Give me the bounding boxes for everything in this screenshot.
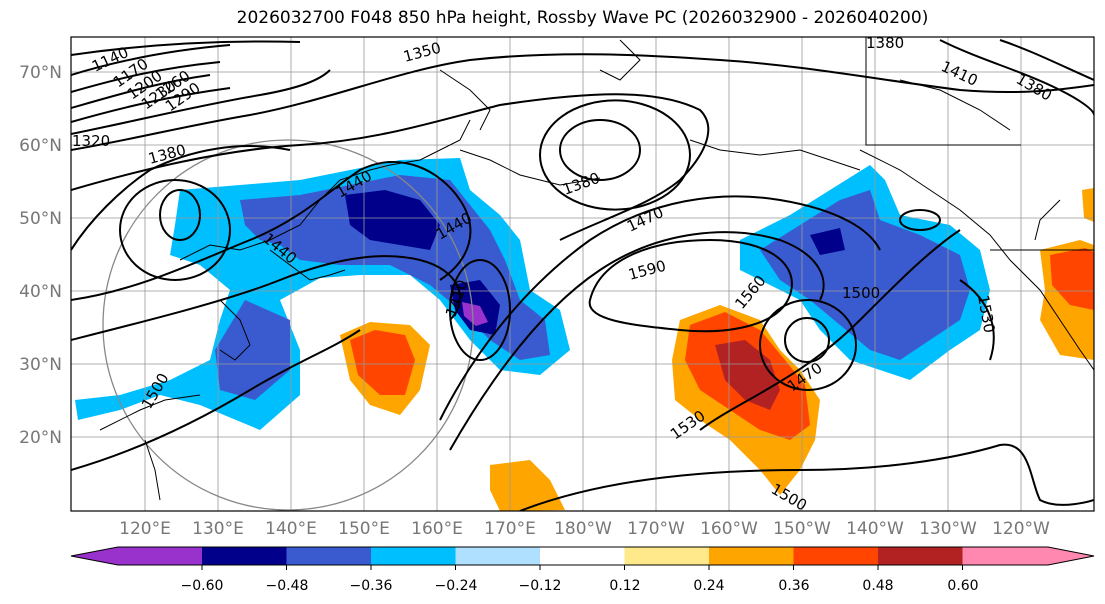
- colorbar-swatch: [455, 547, 541, 565]
- colorbar-tick-label: −0.24: [435, 578, 478, 594]
- lon-label: 160°E: [411, 519, 463, 539]
- colorbar-tick-label: −0.36: [350, 578, 393, 594]
- coastlines: [99, 37, 1094, 501]
- colorbar-swatch: [286, 547, 372, 565]
- colorbar-swatch: [878, 547, 963, 565]
- negative-anomaly-region: [810, 228, 845, 255]
- colorbar-swatch: [709, 547, 794, 565]
- colorbar-swatch: [540, 547, 625, 565]
- negative-anomaly-region: [215, 300, 290, 400]
- lat-label: 30°N: [19, 355, 62, 375]
- lon-label: 140°E: [265, 519, 317, 539]
- positive-anomaly-region: [715, 340, 780, 410]
- lon-label: 120°W: [992, 519, 1050, 539]
- lon-label: 120°E: [119, 519, 171, 539]
- lat-label: 70°N: [19, 63, 62, 83]
- colorbar-labels: −0.60 −0.48 −0.36 −0.24 −0.12 0.12 0.24 …: [181, 578, 979, 594]
- colorbar-swatch: [962, 547, 1048, 565]
- lon-label: 130°E: [192, 519, 244, 539]
- lat-label: 40°N: [19, 282, 62, 302]
- lon-label: 180°W: [554, 519, 612, 539]
- positive-anomaly-region: [1050, 248, 1094, 310]
- height-contours: [71, 39, 1094, 511]
- longitude-labels: 120°E 130°E 140°E 150°E 160°E 170°E 180°…: [119, 519, 1050, 539]
- lat-label: 50°N: [19, 209, 62, 229]
- lon-label: 130°W: [919, 519, 977, 539]
- positive-anomaly-region: [350, 330, 415, 395]
- colorbar-tick-label: 0.60: [947, 578, 978, 594]
- colorbar-outline: [70, 546, 1095, 566]
- lon-label: 140°W: [846, 519, 904, 539]
- positive-anomaly-region: [490, 460, 565, 511]
- lon-label: 170°E: [484, 519, 536, 539]
- negative-anomaly-region: [345, 190, 440, 250]
- contour-label: 1500: [842, 284, 880, 302]
- negative-anomaly-region: [462, 302, 488, 326]
- anomaly-shading: [75, 158, 1094, 511]
- lon-label: 170°W: [627, 519, 685, 539]
- colorbar-tick-label: −0.12: [519, 578, 562, 594]
- colorbar-swatch: [793, 547, 879, 565]
- colorbar-extend-high: [1048, 547, 1094, 565]
- reference-circle: [102, 139, 474, 511]
- colorbar-tick-label: 0.12: [609, 578, 640, 594]
- colorbar-tick-label: −0.48: [266, 578, 309, 594]
- lon-label: 150°E: [338, 519, 390, 539]
- negative-anomaly-region: [760, 190, 970, 360]
- positive-anomaly-region: [1082, 188, 1094, 222]
- lon-label: 150°W: [773, 519, 831, 539]
- contour-label: 1320: [72, 132, 110, 150]
- lat-label: 60°N: [19, 136, 62, 156]
- lat-label: 20°N: [19, 428, 62, 448]
- colorbar-swatch: [202, 547, 287, 565]
- colorbar-swatch: [624, 547, 710, 565]
- map-area: 1140 1170 1200 1230 1260 1290 1350 1320 …: [71, 34, 1094, 511]
- colorbar-tick-label: 0.24: [693, 578, 724, 594]
- graticule: [71, 37, 1094, 511]
- colorbar-tick-label: −0.60: [181, 578, 224, 594]
- colorbar-tick-label: 0.36: [778, 578, 809, 594]
- colorbar-tick-label: 0.48: [862, 578, 893, 594]
- map-border: [70, 36, 1095, 512]
- colorbar: [70, 546, 1095, 570]
- colorbar-extend-low: [71, 547, 118, 565]
- contour-label: 1380: [866, 34, 904, 52]
- latitude-labels: 70°N 60°N 50°N 40°N 30°N 20°N: [19, 63, 62, 448]
- lon-label: 160°W: [700, 519, 758, 539]
- map-title: 2026032700 F048 850 hPa height, Rossby W…: [236, 8, 929, 28]
- colorbar-swatch: [371, 547, 456, 565]
- colorbar-swatch: [118, 547, 202, 565]
